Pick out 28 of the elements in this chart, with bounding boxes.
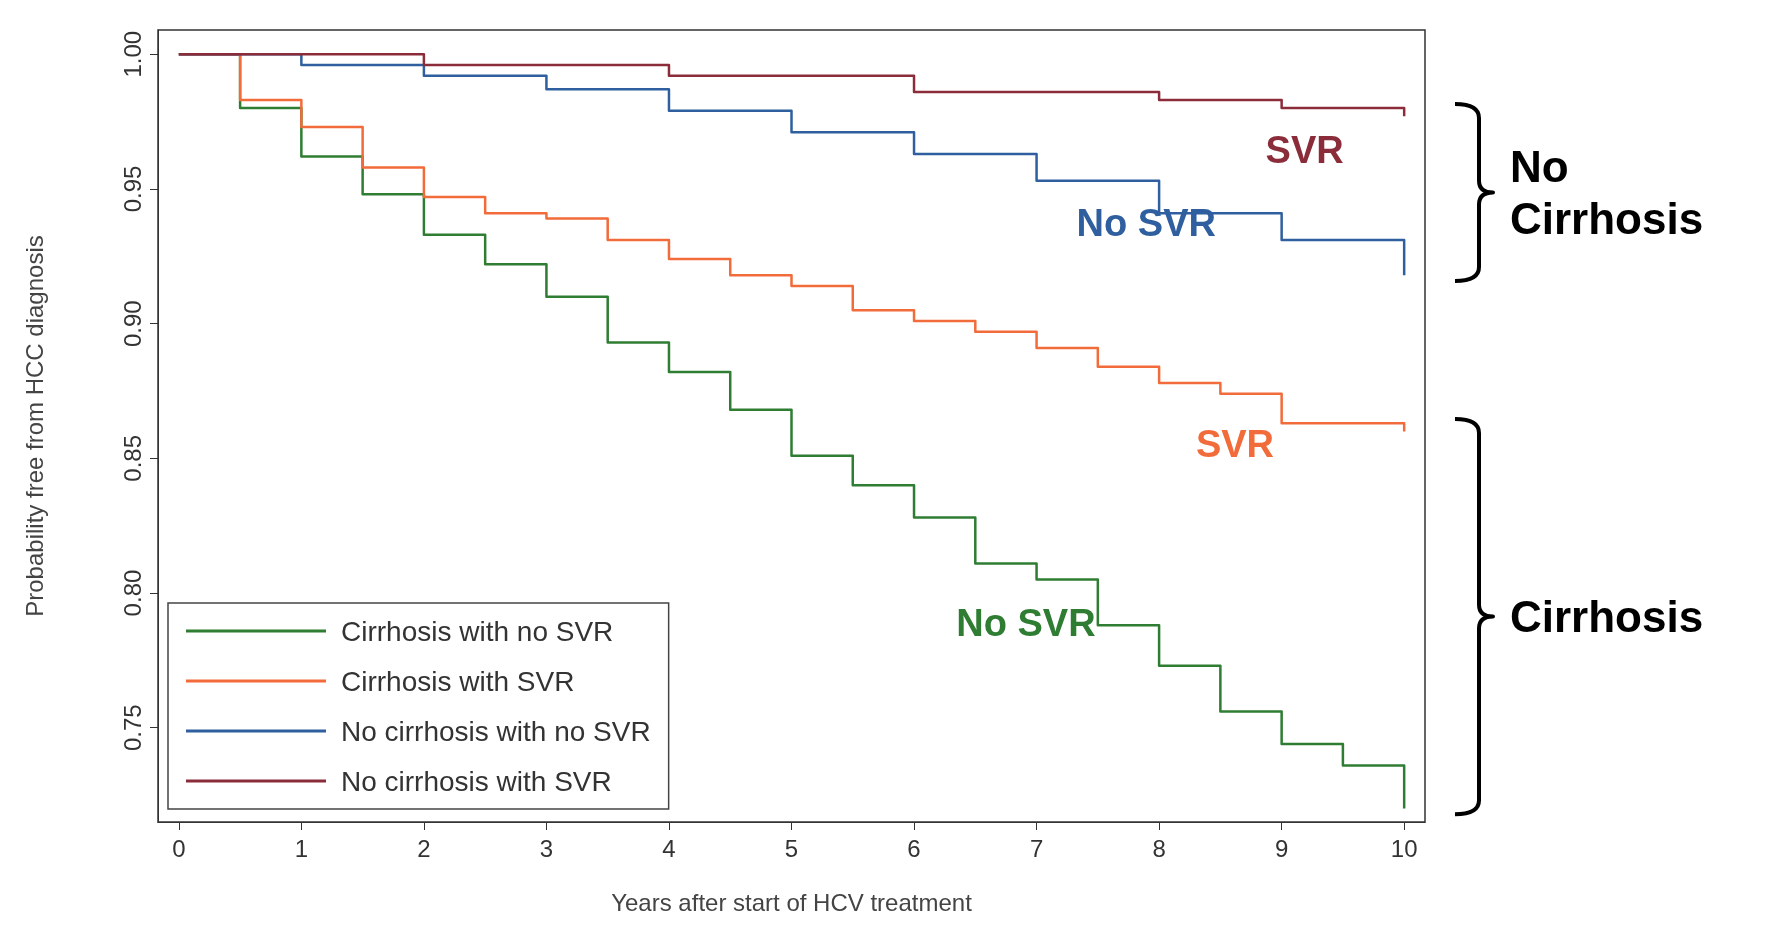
- legend-label: No cirrhosis with SVR: [341, 765, 612, 797]
- x-tick-label: 0: [172, 834, 186, 862]
- legend-label: No cirrhosis with no SVR: [341, 715, 651, 747]
- y-tick-label: 0.90: [118, 300, 146, 347]
- x-tick-label: 10: [1390, 834, 1418, 862]
- x-tick-label: 9: [1274, 834, 1289, 862]
- legend-label: Cirrhosis with no SVR: [341, 615, 614, 647]
- y-tick-label: 0.95: [118, 165, 146, 213]
- x-tick-label: 4: [662, 834, 676, 862]
- y-axis-title: Probability free from HCC diagnosis: [20, 235, 48, 617]
- x-tick-label: 7: [1029, 834, 1044, 862]
- y-tick-label: 0.75: [118, 704, 146, 752]
- y-tick-label: 1.00: [118, 30, 146, 78]
- x-tick-label: 1: [294, 834, 309, 862]
- x-tick-label: 6: [907, 834, 921, 862]
- x-tick-label: 3: [539, 834, 554, 862]
- y-tick-label: 0.85: [118, 434, 146, 482]
- annotation: SVR: [1195, 422, 1275, 465]
- legend-label: Cirrhosis with SVR: [341, 665, 575, 697]
- text: Cirrhosis: [1510, 592, 1704, 642]
- text: No Cirrhosis: [1510, 142, 1704, 244]
- x-tick-label: 2: [417, 834, 431, 862]
- annotation: SVR: [1265, 129, 1344, 172]
- x-tick-label: 5: [784, 834, 799, 862]
- x-axis-title: Years after start of HCV treatment: [611, 888, 973, 916]
- annotation: No SVR: [956, 602, 1096, 645]
- y-tick-label: 0.80: [118, 569, 146, 617]
- x-tick-label: 8: [1152, 834, 1166, 862]
